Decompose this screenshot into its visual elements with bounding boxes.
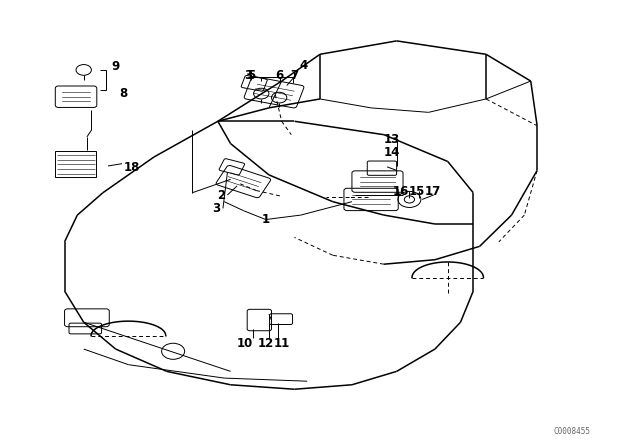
Text: 9: 9 — [111, 60, 120, 73]
Text: 11: 11 — [273, 337, 290, 350]
Text: 4: 4 — [300, 59, 308, 72]
Text: 10: 10 — [237, 337, 253, 350]
Text: 3: 3 — [212, 202, 220, 215]
Text: 5: 5 — [248, 69, 256, 82]
Text: C0008455: C0008455 — [554, 427, 591, 436]
Text: 17: 17 — [424, 185, 440, 198]
Bar — [55, 151, 97, 177]
Text: 18: 18 — [124, 161, 140, 174]
Text: 8: 8 — [119, 86, 127, 99]
Text: 13: 13 — [383, 133, 399, 146]
Text: 15: 15 — [408, 185, 424, 198]
Text: 2: 2 — [217, 189, 225, 202]
Text: 16: 16 — [392, 185, 409, 198]
Text: 1: 1 — [262, 213, 270, 226]
Text: 7: 7 — [290, 69, 298, 82]
Text: 14: 14 — [383, 146, 400, 159]
Text: 6: 6 — [275, 69, 284, 82]
Text: 12: 12 — [257, 337, 274, 350]
Text: 3: 3 — [244, 69, 253, 82]
